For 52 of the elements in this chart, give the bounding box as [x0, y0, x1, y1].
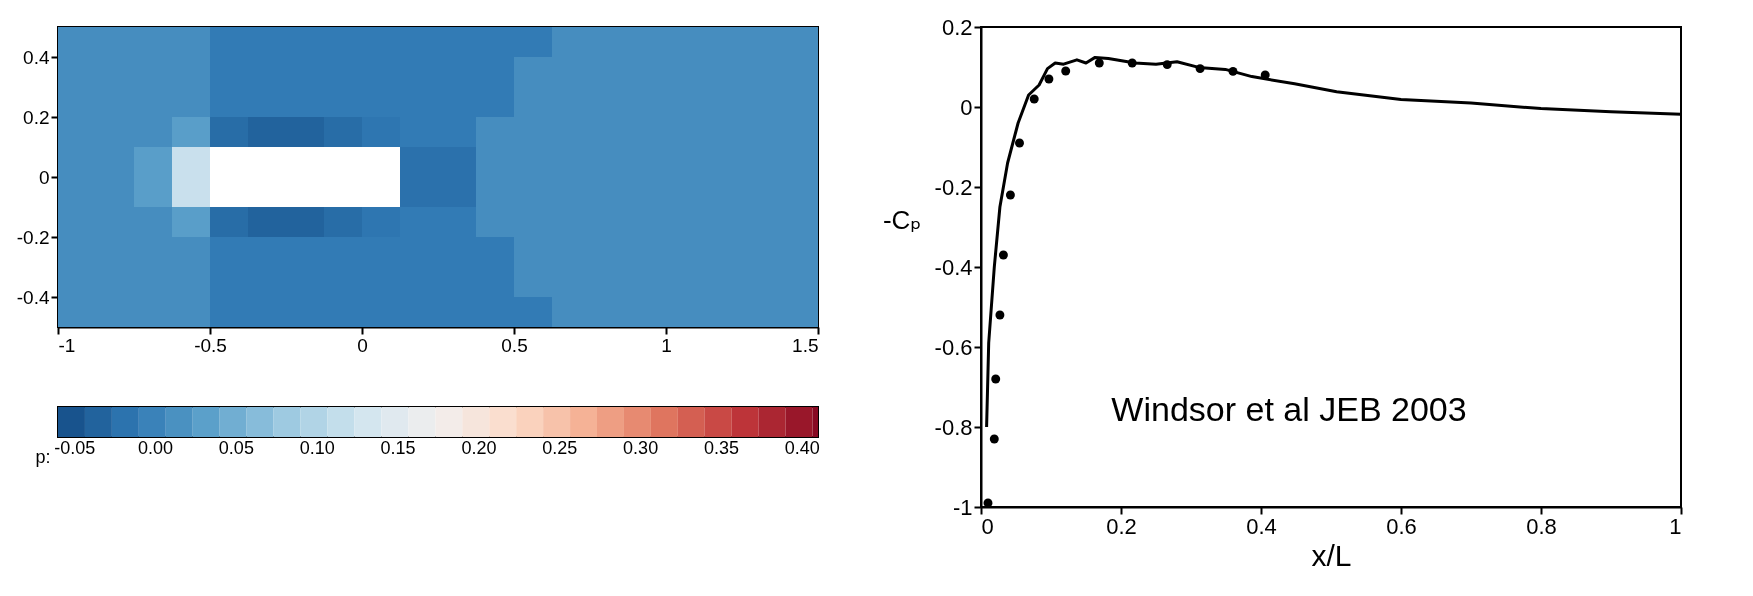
color-bar-label: 0.00 — [138, 437, 174, 458]
point — [995, 310, 1005, 320]
y-tick-label: 0.4 — [23, 46, 50, 68]
point — [998, 250, 1008, 260]
point — [1029, 94, 1039, 104]
color-bar-label: 0.20 — [461, 437, 497, 458]
x-tick-label: 0 — [357, 334, 368, 356]
color-bar-label: 0.10 — [299, 437, 335, 458]
point — [989, 434, 999, 444]
point — [1005, 190, 1015, 200]
point — [1127, 58, 1137, 68]
point — [991, 374, 1001, 384]
point — [1162, 60, 1172, 70]
x-tick-label: 0.4 — [1246, 513, 1277, 539]
x-tick-label: 0.8 — [1526, 513, 1557, 539]
y-tick-label: 0 — [960, 94, 973, 120]
point — [1094, 58, 1104, 68]
y-tick-label: -0.4 — [16, 286, 50, 308]
color-bar-label: 0.35 — [703, 437, 739, 458]
x-tick-label: 1.5 — [792, 334, 819, 356]
color-bar-label: 0.40 — [784, 437, 820, 458]
point — [1228, 66, 1238, 76]
y-tick-label: 0.2 — [23, 106, 50, 128]
annotation: Windsor et al JEB 2003 — [1111, 390, 1467, 428]
x-tick-label: -0.5 — [194, 334, 227, 356]
y-tick-label: -1 — [952, 494, 973, 520]
y-tick-label: -0.2 — [16, 226, 50, 248]
y-tick-label: -0.2 — [934, 174, 973, 200]
y-tick-label: -0.4 — [934, 254, 973, 280]
color-bar-label: -0.05 — [54, 437, 96, 458]
point — [1015, 138, 1024, 148]
y-tick-label: -0.8 — [934, 414, 973, 440]
y-axis-title: -Cₚ — [882, 204, 922, 235]
point — [1061, 66, 1071, 76]
x-axis-title: x/L — [1311, 538, 1352, 572]
x-tick-label: -1 — [58, 334, 76, 356]
color-bar-label: 0.15 — [380, 437, 416, 458]
color-bar-label: 0.25 — [542, 437, 578, 458]
x-tick-label: 0.2 — [1106, 513, 1137, 539]
y-tick-label: -0.6 — [934, 334, 973, 360]
y-tick-label: 0 — [38, 166, 50, 188]
x-tick-label: 0.5 — [501, 334, 528, 356]
color-bar-label: 0.05 — [218, 437, 254, 458]
x-tick-label: 0.6 — [1386, 513, 1417, 539]
color-bar-title: p: — [35, 446, 51, 467]
x-tick-label: 1 — [1669, 513, 1682, 539]
point — [1044, 74, 1054, 84]
x-tick-label: 0 — [981, 513, 994, 539]
y-tick-label: 0.2 — [941, 14, 973, 40]
point — [1195, 64, 1205, 74]
color-bar-label: 0.30 — [623, 437, 659, 458]
x-tick-label: 1 — [661, 334, 672, 356]
